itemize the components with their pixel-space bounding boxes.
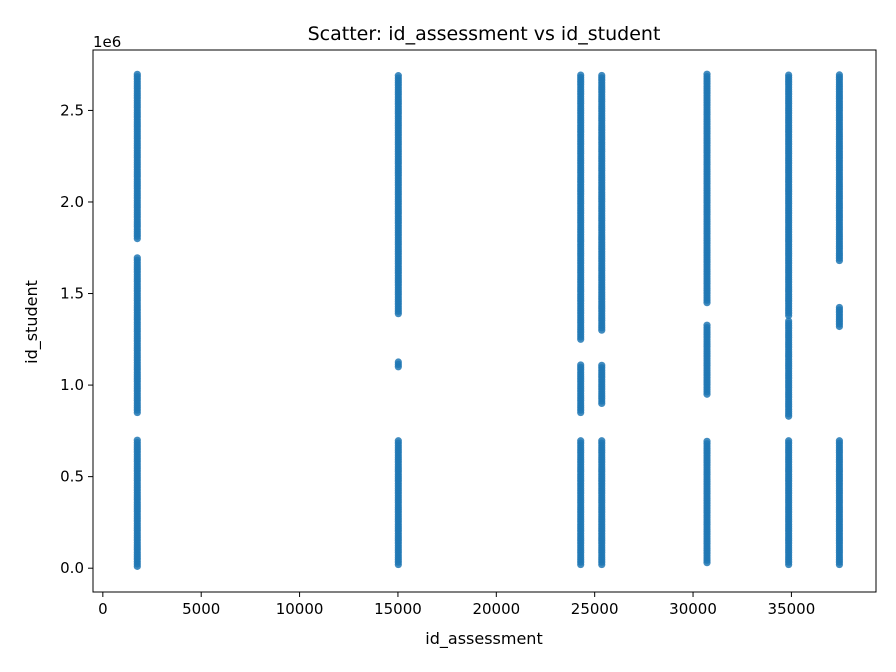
chart-title: Scatter: id_assessment vs id_student: [308, 23, 661, 45]
y-tick-label: 1.5: [60, 285, 84, 303]
x-tick-label: 0: [98, 600, 108, 618]
data-point: [133, 436, 141, 444]
x-tick-label: 30000: [669, 600, 717, 618]
data-point: [577, 361, 585, 369]
plot-area-frame: [92, 49, 877, 593]
data-point: [785, 437, 793, 445]
x-tick-label: 20000: [472, 600, 520, 618]
y-axis: 0.0 0.5 1.0 1.5 2.0 2.5: [60, 101, 93, 577]
y-tick-label: 0.5: [60, 468, 84, 486]
y-tick-label: 1.0: [60, 376, 84, 394]
x-tick-label: 10000: [276, 600, 324, 618]
data-point: [835, 303, 844, 312]
data-point: [703, 70, 711, 78]
data-point: [785, 71, 793, 79]
data-point: [394, 358, 402, 366]
x-tick-label: 5000: [182, 600, 220, 618]
data-point: [703, 321, 711, 329]
data-point: [598, 361, 606, 369]
points-layer: [133, 70, 844, 570]
data-point: [577, 71, 585, 79]
data-point: [835, 71, 844, 79]
x-tick-label: 35000: [768, 600, 816, 618]
data-point: [577, 437, 585, 445]
data-point: [703, 437, 711, 445]
data-point: [133, 254, 141, 262]
data-point: [785, 317, 793, 325]
data-point: [835, 437, 844, 445]
x-axis-label: id_assessment: [425, 629, 542, 649]
y-axis-label: id_student: [22, 280, 42, 364]
y-tick-label: 0.0: [60, 559, 84, 577]
x-tick-label: 25000: [571, 600, 619, 618]
x-tick-label: 15000: [374, 600, 422, 618]
data-point: [394, 72, 402, 80]
y-tick-label: 2.0: [60, 193, 84, 211]
data-point: [598, 71, 606, 80]
data-point: [598, 437, 606, 445]
data-point: [394, 437, 402, 445]
x-axis: 0 5000 10000 15000 20000 25000 30000 35000: [98, 592, 815, 618]
data-point: [133, 70, 141, 78]
y-offset-label: 1e6: [93, 33, 121, 51]
y-tick-label: 2.5: [60, 101, 84, 119]
